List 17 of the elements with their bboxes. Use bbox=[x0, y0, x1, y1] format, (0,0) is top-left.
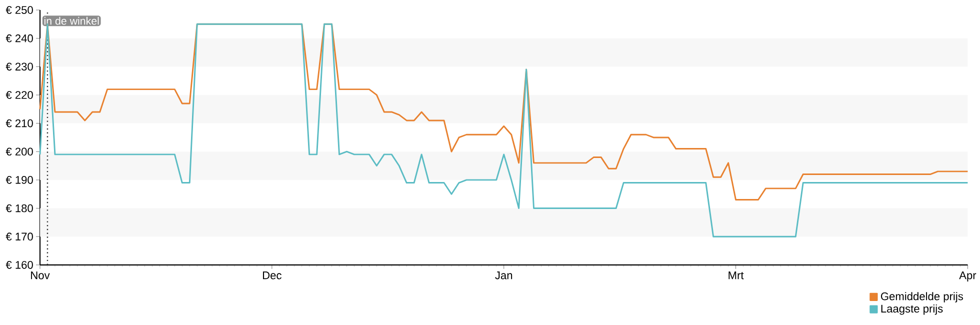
y-tick-label: € 210 bbox=[6, 119, 33, 128]
y-tick-label: € 190 bbox=[6, 176, 33, 184]
y-tick-label: € 160 bbox=[6, 261, 33, 269]
x-tick-label: Jan bbox=[495, 272, 512, 280]
y-tick-label: € 250 bbox=[6, 6, 33, 14]
y-tick-label: € 240 bbox=[6, 34, 33, 42]
y-tick-label: € 200 bbox=[6, 148, 33, 156]
x-tick-label: Mrt bbox=[728, 272, 744, 280]
x-tick-label: Nov bbox=[31, 272, 50, 280]
legend-label: Laagste prijs bbox=[881, 304, 943, 315]
legend-label: Gemiddelde prijs bbox=[880, 292, 963, 302]
x-tick-label: Dec bbox=[262, 272, 282, 280]
y-tick-label: € 230 bbox=[6, 62, 33, 71]
x-tick-label: Apr bbox=[959, 272, 976, 282]
y-tick-label: € 220 bbox=[6, 91, 33, 99]
y-tick-label: € 170 bbox=[6, 232, 33, 241]
y-tick-label: € 180 bbox=[6, 204, 33, 212]
